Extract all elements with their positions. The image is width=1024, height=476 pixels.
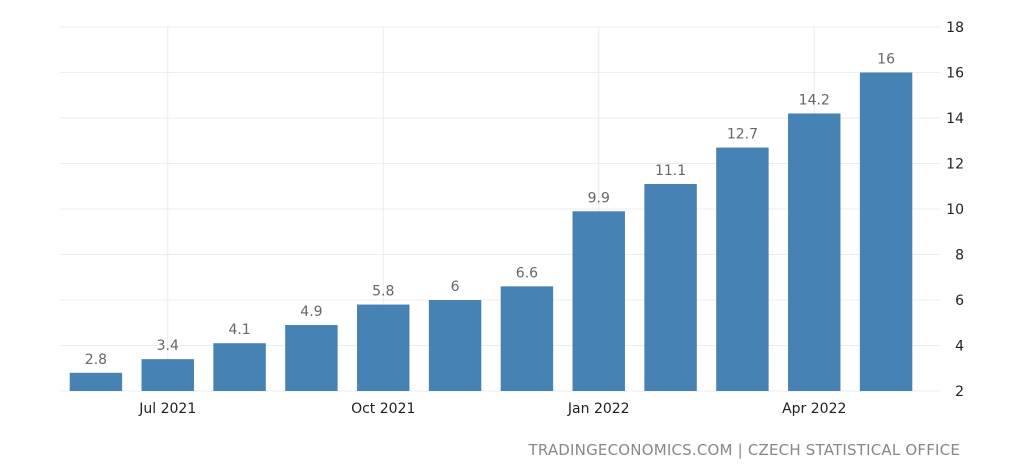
bar <box>716 147 769 391</box>
bar <box>141 359 194 391</box>
y-tick-label: 18 <box>946 20 964 36</box>
y-tick-label: 14 <box>946 111 964 127</box>
bar-chart: 2.8 3.4 4.1 4.9 5.8 6 6.6 9.9 11.1 12.7 14.2 16 2 4 6… <box>60 20 964 417</box>
data-label: 14.2 <box>799 92 830 108</box>
bar <box>357 304 410 391</box>
y-tick-label: 16 <box>946 66 964 82</box>
x-axis: Jul 2021 Oct 2021 Jan 2022 Apr 2022 <box>138 401 846 417</box>
data-label-layer: 2.8 3.4 4.1 4.9 5.8 6 6.6 9.9 11.1 12.7 14.2 16 <box>85 52 895 368</box>
y-tick-label: 8 <box>955 248 964 264</box>
y-tick-label: 6 <box>955 293 964 309</box>
bar <box>644 183 697 391</box>
bar <box>69 372 123 391</box>
y-tick-label: 12 <box>946 157 964 173</box>
bar <box>500 286 554 391</box>
bar <box>572 211 625 391</box>
data-label: 3.4 <box>157 338 179 354</box>
data-label: 4.9 <box>300 304 322 320</box>
x-tick-label: Oct 2021 <box>351 401 415 417</box>
x-tick-label: Jan 2022 <box>567 401 630 417</box>
bar-layer <box>69 72 913 391</box>
bar <box>859 72 913 391</box>
data-label: 16 <box>877 52 895 68</box>
data-label: 12.7 <box>727 127 758 143</box>
data-label: 9.9 <box>588 190 610 206</box>
y-axis: 2 4 6 8 10 12 14 16 18 <box>946 20 964 400</box>
data-label: 4.1 <box>228 322 250 338</box>
y-tick-label: 10 <box>946 202 964 218</box>
data-label: 5.8 <box>372 284 394 300</box>
data-label: 6.6 <box>516 265 538 281</box>
bar <box>428 300 482 391</box>
data-label: 6 <box>451 279 460 295</box>
bar <box>788 113 841 391</box>
bar <box>213 343 266 391</box>
x-tick-label: Jul 2021 <box>138 401 196 417</box>
y-tick-label: 4 <box>955 339 964 355</box>
x-tick-label: Apr 2022 <box>782 401 846 417</box>
source-attribution: TRADINGECONOMICS.COM | CZECH STATISTICAL… <box>528 441 960 459</box>
bar <box>285 325 338 391</box>
data-label: 2.8 <box>85 352 107 368</box>
y-tick-label: 2 <box>955 384 964 400</box>
data-label: 11.1 <box>655 163 686 179</box>
